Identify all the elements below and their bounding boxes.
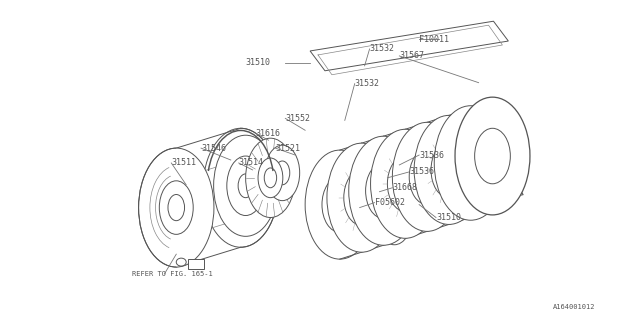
Ellipse shape xyxy=(238,174,253,198)
Text: F10011: F10011 xyxy=(419,35,449,44)
Text: 31552: 31552 xyxy=(285,114,310,123)
Ellipse shape xyxy=(327,143,396,252)
Text: F05602: F05602 xyxy=(374,198,404,207)
Ellipse shape xyxy=(203,128,278,247)
Ellipse shape xyxy=(371,129,440,238)
Polygon shape xyxy=(188,259,204,269)
Ellipse shape xyxy=(305,150,374,259)
Text: 31510: 31510 xyxy=(246,58,271,67)
Ellipse shape xyxy=(214,135,278,236)
Text: 31532: 31532 xyxy=(369,44,395,53)
Text: 31668: 31668 xyxy=(392,183,417,192)
Ellipse shape xyxy=(414,116,484,224)
Text: 31510: 31510 xyxy=(436,213,461,222)
Text: 31546: 31546 xyxy=(201,144,226,153)
Ellipse shape xyxy=(455,97,530,215)
Polygon shape xyxy=(310,21,508,71)
Text: A164001012: A164001012 xyxy=(553,304,595,310)
Ellipse shape xyxy=(176,258,186,266)
Polygon shape xyxy=(330,175,524,229)
Text: 31567: 31567 xyxy=(399,52,424,60)
Text: 31532: 31532 xyxy=(355,79,380,88)
Text: 31511: 31511 xyxy=(172,158,196,167)
Ellipse shape xyxy=(435,106,507,220)
Ellipse shape xyxy=(246,138,295,218)
Text: 31616: 31616 xyxy=(255,129,280,138)
Ellipse shape xyxy=(265,145,300,201)
Ellipse shape xyxy=(349,136,418,245)
Text: 31536: 31536 xyxy=(419,150,444,160)
Ellipse shape xyxy=(376,189,412,245)
Ellipse shape xyxy=(258,158,283,198)
Ellipse shape xyxy=(139,148,214,267)
Ellipse shape xyxy=(227,156,264,215)
Text: REFER TO FIG. 165-1: REFER TO FIG. 165-1 xyxy=(132,271,212,277)
Text: 31536: 31536 xyxy=(409,167,434,176)
Ellipse shape xyxy=(392,122,461,231)
Text: 31521: 31521 xyxy=(275,144,300,153)
Text: 31514: 31514 xyxy=(239,158,264,167)
